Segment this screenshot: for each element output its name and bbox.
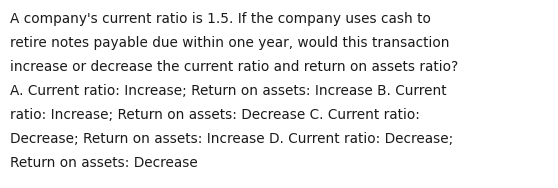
Text: A company's current ratio is 1.5. If the company uses cash to: A company's current ratio is 1.5. If the… xyxy=(10,12,431,26)
Text: increase or decrease the current ratio and return on assets ratio?: increase or decrease the current ratio a… xyxy=(10,60,458,74)
Text: A. Current ratio: Increase; Return on assets: Increase B. Current: A. Current ratio: Increase; Return on as… xyxy=(10,84,446,98)
Text: Return on assets: Decrease: Return on assets: Decrease xyxy=(10,156,198,170)
Text: retire notes payable due within one year, would this transaction: retire notes payable due within one year… xyxy=(10,36,450,50)
Text: ratio: Increase; Return on assets: Decrease C. Current ratio:: ratio: Increase; Return on assets: Decre… xyxy=(10,108,420,122)
Text: Decrease; Return on assets: Increase D. Current ratio: Decrease;: Decrease; Return on assets: Increase D. … xyxy=(10,132,453,146)
